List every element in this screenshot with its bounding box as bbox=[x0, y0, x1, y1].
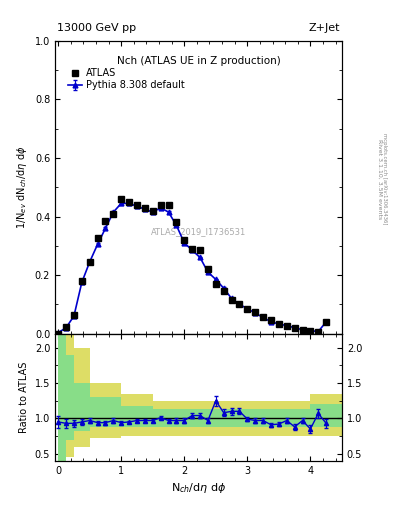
ATLAS bbox=[190, 246, 195, 252]
ATLAS bbox=[285, 323, 289, 329]
ATLAS bbox=[221, 288, 226, 294]
ATLAS bbox=[151, 207, 155, 214]
ATLAS bbox=[253, 309, 257, 315]
Y-axis label: 1/N$_{ev}$ dN$_{ch}$/d$\eta$ d$\phi$: 1/N$_{ev}$ dN$_{ch}$/d$\eta$ d$\phi$ bbox=[15, 145, 29, 229]
ATLAS bbox=[79, 278, 84, 284]
ATLAS bbox=[111, 210, 116, 217]
ATLAS bbox=[119, 196, 123, 202]
ATLAS bbox=[127, 199, 132, 205]
ATLAS bbox=[158, 202, 163, 208]
ATLAS bbox=[261, 313, 265, 319]
ATLAS bbox=[206, 266, 210, 272]
ATLAS bbox=[292, 325, 297, 331]
Text: 13000 GeV pp: 13000 GeV pp bbox=[57, 23, 136, 33]
ATLAS bbox=[308, 328, 313, 334]
ATLAS bbox=[72, 311, 76, 317]
ATLAS bbox=[174, 219, 179, 225]
Text: Z+Jet: Z+Jet bbox=[309, 23, 340, 33]
ATLAS bbox=[143, 205, 147, 211]
ATLAS bbox=[316, 329, 321, 335]
ATLAS bbox=[245, 306, 250, 312]
ATLAS bbox=[95, 236, 100, 242]
Text: Rivet 3.1.10, 3.5M events: Rivet 3.1.10, 3.5M events bbox=[377, 139, 382, 219]
ATLAS bbox=[135, 202, 140, 208]
ATLAS bbox=[229, 297, 234, 303]
ATLAS bbox=[213, 281, 218, 287]
ATLAS bbox=[300, 327, 305, 333]
Line: ATLAS: ATLAS bbox=[55, 196, 329, 336]
Text: Nch (ATLAS UE in Z production): Nch (ATLAS UE in Z production) bbox=[117, 56, 280, 66]
ATLAS bbox=[324, 319, 329, 325]
ATLAS bbox=[166, 202, 171, 208]
X-axis label: N$_{ch}$/d$\eta$ d$\phi$: N$_{ch}$/d$\eta$ d$\phi$ bbox=[171, 481, 226, 495]
Text: ATLAS_2019_I1736531: ATLAS_2019_I1736531 bbox=[151, 227, 246, 236]
ATLAS bbox=[64, 324, 68, 330]
Legend: ATLAS, Pythia 8.308 default: ATLAS, Pythia 8.308 default bbox=[66, 67, 187, 92]
ATLAS bbox=[103, 218, 108, 224]
ATLAS bbox=[277, 321, 281, 327]
ATLAS bbox=[87, 259, 92, 265]
ATLAS bbox=[198, 247, 202, 253]
ATLAS bbox=[237, 301, 242, 307]
ATLAS bbox=[56, 331, 61, 337]
Text: mcplots.cern.ch [arXiv:1306.3436]: mcplots.cern.ch [arXiv:1306.3436] bbox=[382, 134, 387, 225]
ATLAS bbox=[182, 237, 187, 243]
Y-axis label: Ratio to ATLAS: Ratio to ATLAS bbox=[19, 361, 29, 433]
ATLAS bbox=[269, 317, 274, 324]
